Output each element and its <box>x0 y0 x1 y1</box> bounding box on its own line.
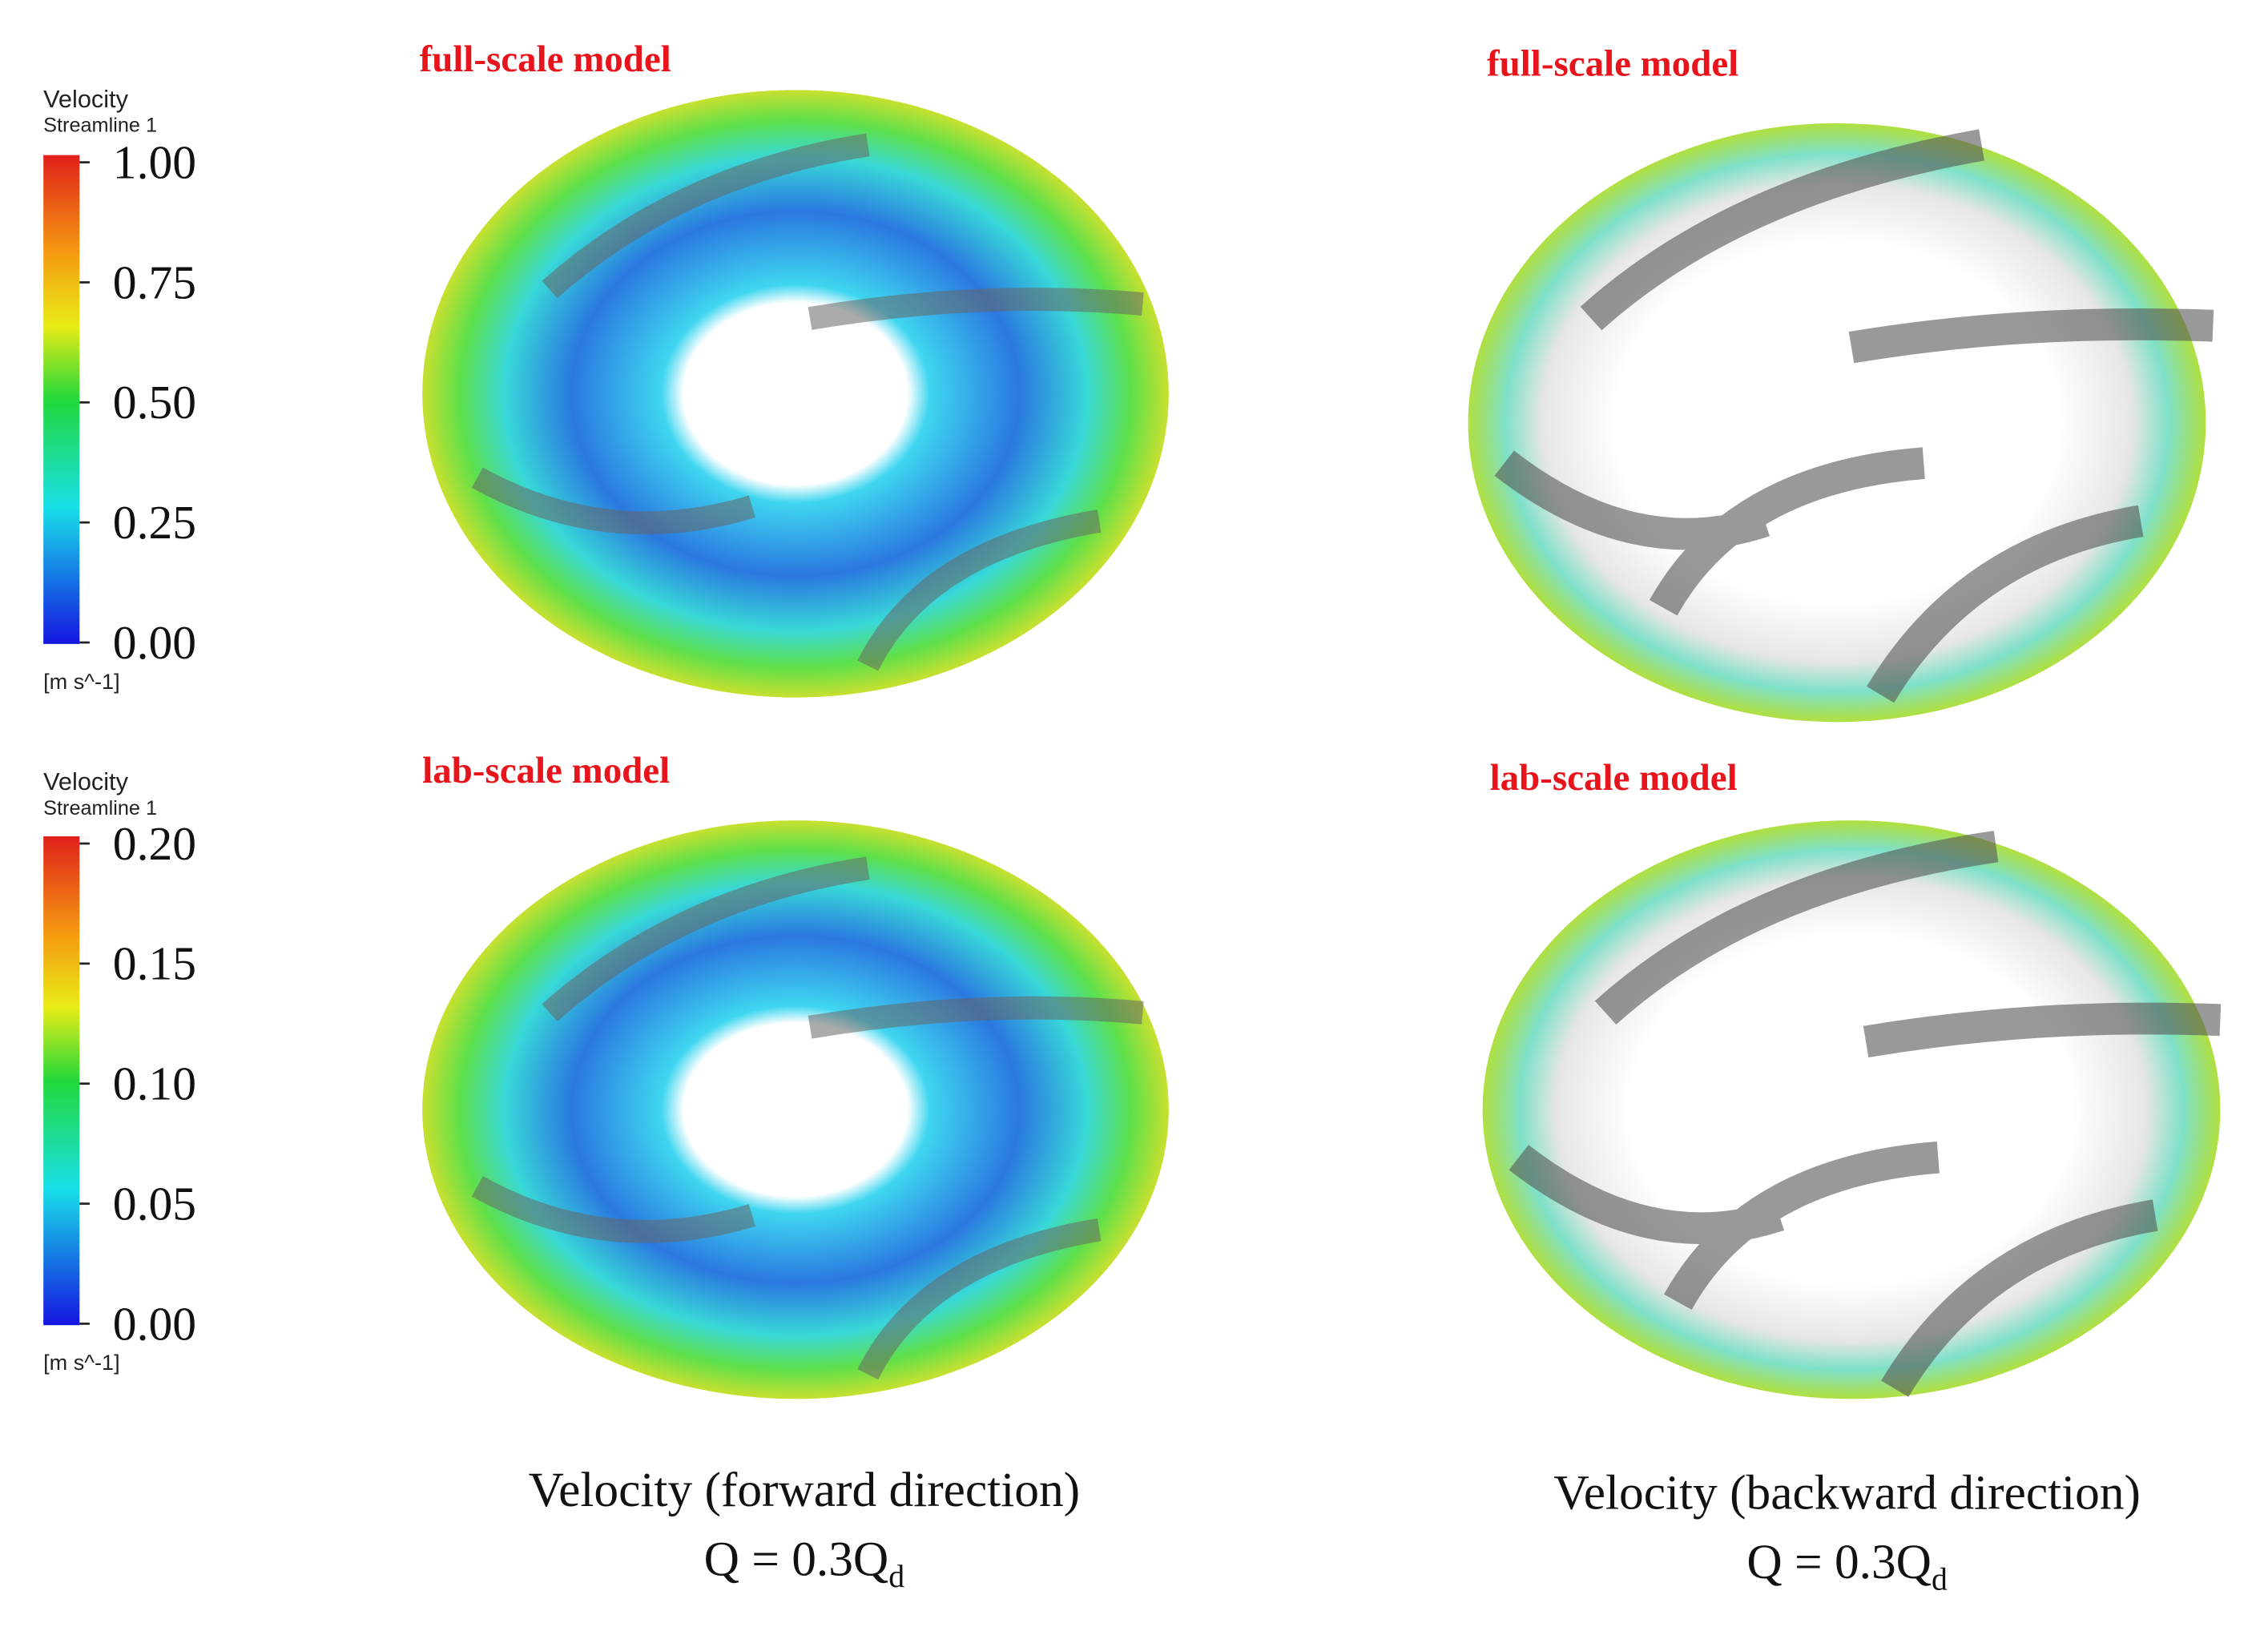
streamline-image <box>422 820 1169 1399</box>
caption-line: Velocity (backward direction) <box>1553 1466 2141 1520</box>
colorbar-unit: [m s^-1] <box>43 669 119 694</box>
panel-label: full-scale model <box>1487 42 1738 84</box>
colorbar: Velocity Streamline 1 [m s^-1] <box>43 85 157 694</box>
streamline-image <box>1468 123 2206 723</box>
panel: full-scale model <box>420 38 1169 698</box>
blade <box>1509 830 2222 1397</box>
colorbar-subtitle: Streamline 1 <box>43 797 157 820</box>
colorbar-subtitle: Streamline 1 <box>43 115 157 137</box>
tick-label: 0.50 <box>113 376 196 429</box>
panel-label: full-scale model <box>420 38 671 80</box>
streamline-image <box>1482 820 2221 1399</box>
formula: Q = 0.3Q <box>704 1532 889 1587</box>
color-scale <box>43 836 80 1326</box>
blade <box>1494 129 2214 703</box>
tick-label: 0.15 <box>113 937 196 990</box>
caption-line: Velocity (forward direction) <box>529 1463 1081 1517</box>
tick-label: 0.10 <box>113 1057 196 1110</box>
tick-label: 1.00 <box>113 135 196 188</box>
tick-label: 0.20 <box>113 817 196 870</box>
streamline-image <box>422 90 1169 698</box>
tick-label: 0.00 <box>113 1297 196 1350</box>
blade <box>471 133 1144 671</box>
formula: Q = 0.3Q <box>1746 1535 1932 1589</box>
colorbar: Velocity Streamline 1 [m s^-1] <box>43 767 157 1375</box>
caption-formula: Q = 0.3Qd <box>704 1532 905 1594</box>
panel-label: lab-scale model <box>422 750 670 791</box>
tick-label: 0.00 <box>113 616 196 669</box>
tick-label: 0.05 <box>113 1177 196 1230</box>
subscript: d <box>1932 1562 1948 1597</box>
subscript: d <box>888 1559 904 1594</box>
blade <box>471 856 1144 1380</box>
colorbar-unit: [m s^-1] <box>43 1350 119 1375</box>
color-scale <box>43 155 80 644</box>
panel: lab-scale model <box>1482 757 2222 1399</box>
panel: full-scale model <box>1468 42 2214 723</box>
panel-label: lab-scale model <box>1490 757 1738 799</box>
caption: Velocity (backward direction) Q = 0.3Qd <box>1553 1466 2141 1597</box>
colorbar-ticks: 1.00 0.75 0.50 0.25 0.00 0.20 0.15 0.10 0.05 0.00 <box>79 135 196 1350</box>
tick-label: 0.75 <box>113 256 196 308</box>
colorbar-title: Velocity <box>43 85 128 113</box>
colorbar-title: Velocity <box>43 767 128 795</box>
tick-label: 0.25 <box>113 496 196 549</box>
caption-formula: Q = 0.3Qd <box>1746 1535 1948 1597</box>
caption: Velocity (forward direction) Q = 0.3Qd <box>529 1463 1081 1594</box>
panel: lab-scale model <box>422 750 1169 1399</box>
